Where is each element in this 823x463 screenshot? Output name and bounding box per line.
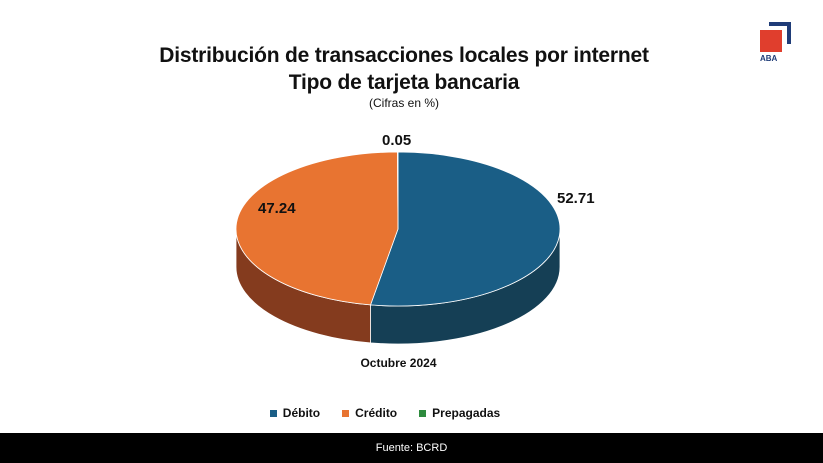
legend-label-prepagadas: Prepagadas — [432, 406, 501, 420]
period-label: Octubre 2024 — [360, 356, 437, 370]
legend-item-prepagadas: Prepagadas — [419, 406, 500, 420]
legend-swatch-prepagadas — [419, 409, 427, 417]
pie-slice-prepagadas — [397, 151, 399, 230]
data-label-debito: 52.71 — [557, 190, 595, 207]
legend-swatch-debito — [269, 409, 277, 417]
source-note: Fuente: BCRD — [375, 442, 448, 454]
legend-item-credito: Crédito — [342, 406, 397, 420]
logo-text: ABA — [760, 54, 778, 63]
legend-item-debito: Débito — [269, 406, 321, 420]
legend-label-debito: Débito — [282, 406, 321, 420]
chart-title-line-2: Tipo de tarjeta bancaria — [288, 71, 520, 94]
aba-logo: ABA — [760, 22, 796, 66]
chart-title: Distribución de transacciones locales po… — [0, 42, 808, 96]
pie-slice-credito — [235, 151, 399, 306]
pie-slice-debito — [369, 151, 561, 307]
legend-swatch-credito — [342, 409, 350, 417]
footer-bar: Fuente: BCRD — [0, 433, 823, 463]
logo-corner-icon — [769, 22, 791, 26]
data-label-credito: 47.24 — [258, 200, 296, 217]
legend: Débito Crédito Prepagadas — [0, 406, 770, 420]
legend-label-credito: Crédito — [355, 406, 398, 420]
logo-square-icon — [760, 30, 782, 52]
chart-title-line-1: Distribución de transacciones locales po… — [159, 44, 649, 67]
chart-subtitle: (Cifras en %) — [368, 96, 439, 110]
logo-corner-icon-vertical — [787, 22, 791, 44]
data-label-prepagadas: 0.05 — [382, 132, 412, 149]
